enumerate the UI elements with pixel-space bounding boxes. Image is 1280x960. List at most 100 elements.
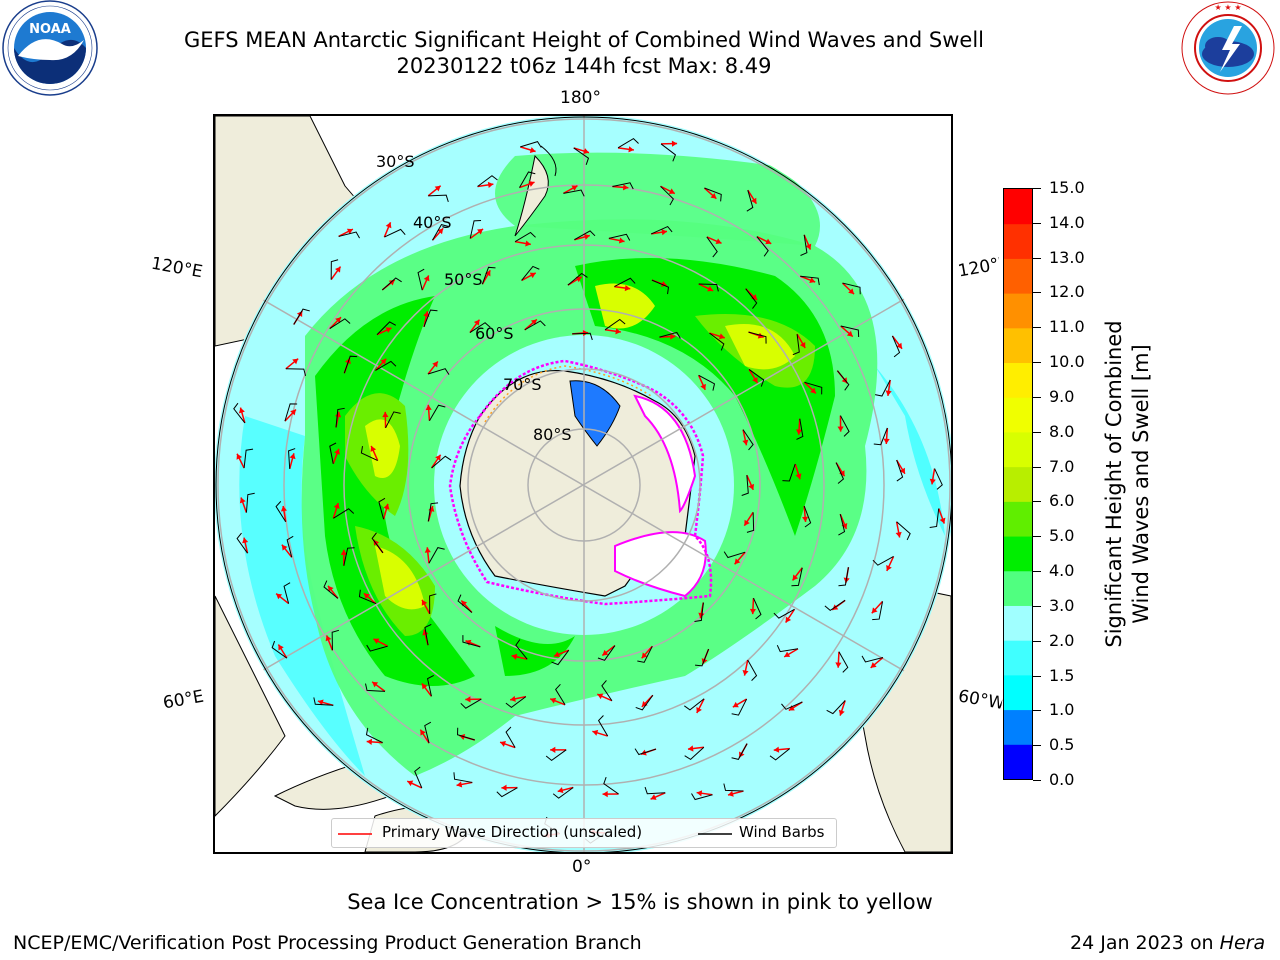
wind-barb: [651, 279, 670, 295]
wave-arrow-head: [886, 564, 892, 571]
legend-wind-label: Wind Barbs: [739, 823, 825, 841]
wind-barb: [236, 532, 248, 554]
wave-arrow-head: [696, 790, 703, 797]
wave-arrow-head: [696, 707, 702, 714]
wave-arrow-head: [870, 662, 877, 668]
wave-arrow-head: [289, 453, 296, 460]
wind-barb: [335, 407, 345, 428]
wind-barb: [698, 283, 719, 292]
wind-barb: [637, 646, 653, 663]
wind-barb: [453, 772, 473, 783]
wave-arrow-head: [421, 599, 428, 606]
wind-barb: [769, 748, 791, 761]
colorbar-swatch: [1004, 397, 1032, 433]
wind-barb: [731, 743, 748, 760]
wave-arrow-head: [687, 745, 694, 752]
wave-arrow-head: [473, 319, 480, 326]
wind-barb: [684, 698, 705, 711]
wind-barb: [426, 674, 434, 697]
wind-barb: [723, 551, 746, 559]
colorbar-tick-label: 2.0: [1033, 631, 1074, 650]
wind-barb: [519, 171, 536, 188]
wind-barb: [659, 331, 681, 339]
wind-barb: [698, 374, 716, 391]
wave-arrow-head: [333, 503, 340, 509]
colorbar-tick-label: 15.0: [1033, 178, 1085, 197]
run-host: Hera: [1219, 932, 1266, 954]
wind-barb: [338, 231, 360, 239]
wave-arrow-head: [501, 784, 507, 791]
wave-arrow-head: [618, 237, 625, 244]
wave-arrow-head: [421, 683, 428, 690]
colorbar-tick-label: 12.0: [1033, 282, 1085, 301]
wave-arrow-head: [773, 746, 780, 753]
colorbar-swatch: [1004, 189, 1032, 225]
wind-barb: [381, 277, 402, 291]
wave-arrow-head: [510, 695, 516, 702]
colorbar-tick-label: 0.0: [1033, 770, 1074, 789]
wave-arrow-head: [425, 404, 432, 411]
wave-arrow-head: [290, 409, 296, 416]
wind-barb: [896, 521, 911, 541]
wind-barb: [545, 749, 567, 761]
wind-barb: [695, 648, 710, 667]
wave-arrow-head: [500, 741, 506, 747]
colorbar-swatch: [1004, 640, 1032, 676]
wave-arrow-head: [661, 229, 668, 236]
noaa-logo: NOAA: [0, 0, 105, 100]
lon-label-60w: 60°W: [956, 686, 1004, 714]
wave-arrow-head: [281, 544, 288, 551]
wave-arrow-head: [528, 181, 535, 187]
wind-barb: [891, 335, 901, 358]
wave-arrow-head: [236, 453, 243, 460]
wave-arrow-head: [698, 612, 705, 619]
wave-arrow-head: [602, 649, 609, 656]
wind-barb: [481, 266, 496, 285]
wave-arrow-head: [805, 243, 812, 250]
lat-label-30s: 30°S: [376, 152, 415, 171]
wind-barb: [800, 275, 820, 286]
wind-barb: [505, 726, 516, 748]
wave-arrow-head: [846, 330, 853, 337]
wind-barb: [333, 508, 355, 519]
wind-barb: [791, 567, 803, 587]
wave-arrow-head: [242, 537, 249, 544]
wind-barb: [329, 442, 337, 464]
wave-arrow-head: [435, 454, 441, 461]
wave-arrow-head: [434, 185, 441, 192]
wave-arrow-head: [742, 669, 749, 676]
wind-barb: [284, 403, 298, 422]
wind-barb: [477, 175, 498, 187]
wind-barb: [375, 360, 397, 371]
wind-barb: [271, 640, 288, 659]
wave-arrow-head: [583, 148, 590, 155]
wind-barb: [691, 793, 713, 801]
colorbar-ticks: 0.0 0.5 1.0 1.5 2.0 3.0 4.0 5.0 6.0 7.0 8.0 9.0 10.0…: [1033, 178, 1103, 789]
wind-barb: [746, 512, 755, 533]
wave-arrow-head: [748, 483, 755, 490]
map-legend: Primary Wave Direction (unscaled) Wind B…: [331, 818, 837, 848]
wind-barb: [709, 332, 725, 351]
wind-barb: [574, 230, 596, 241]
wind-barb: [612, 182, 634, 190]
nws-logo: ★ ★ ★: [1178, 0, 1280, 100]
wave-arrow-head: [785, 616, 792, 623]
colorbar-swatch: [1004, 536, 1032, 572]
wind-barb: [460, 698, 482, 709]
wave-arrow-head: [456, 781, 463, 788]
wave-arrow-head: [895, 531, 902, 538]
colorbar-swatch: [1004, 674, 1032, 711]
wind-barb: [563, 189, 585, 197]
wind-barb: [838, 651, 849, 673]
wave-arrow-head: [465, 639, 472, 646]
wave-arrow-head: [372, 681, 379, 688]
wind-barb: [343, 355, 358, 374]
wind-barb: [835, 462, 845, 484]
run-date-text: 24 Jan 2023 on: [1070, 932, 1220, 954]
wave-arrow-head: [592, 729, 599, 736]
wave-arrow-head: [575, 276, 582, 283]
wave-arrow-head: [477, 228, 484, 235]
wind-barb: [329, 318, 351, 330]
wave-arrow-head: [529, 147, 536, 153]
colorbar-swatch: [1004, 709, 1032, 745]
